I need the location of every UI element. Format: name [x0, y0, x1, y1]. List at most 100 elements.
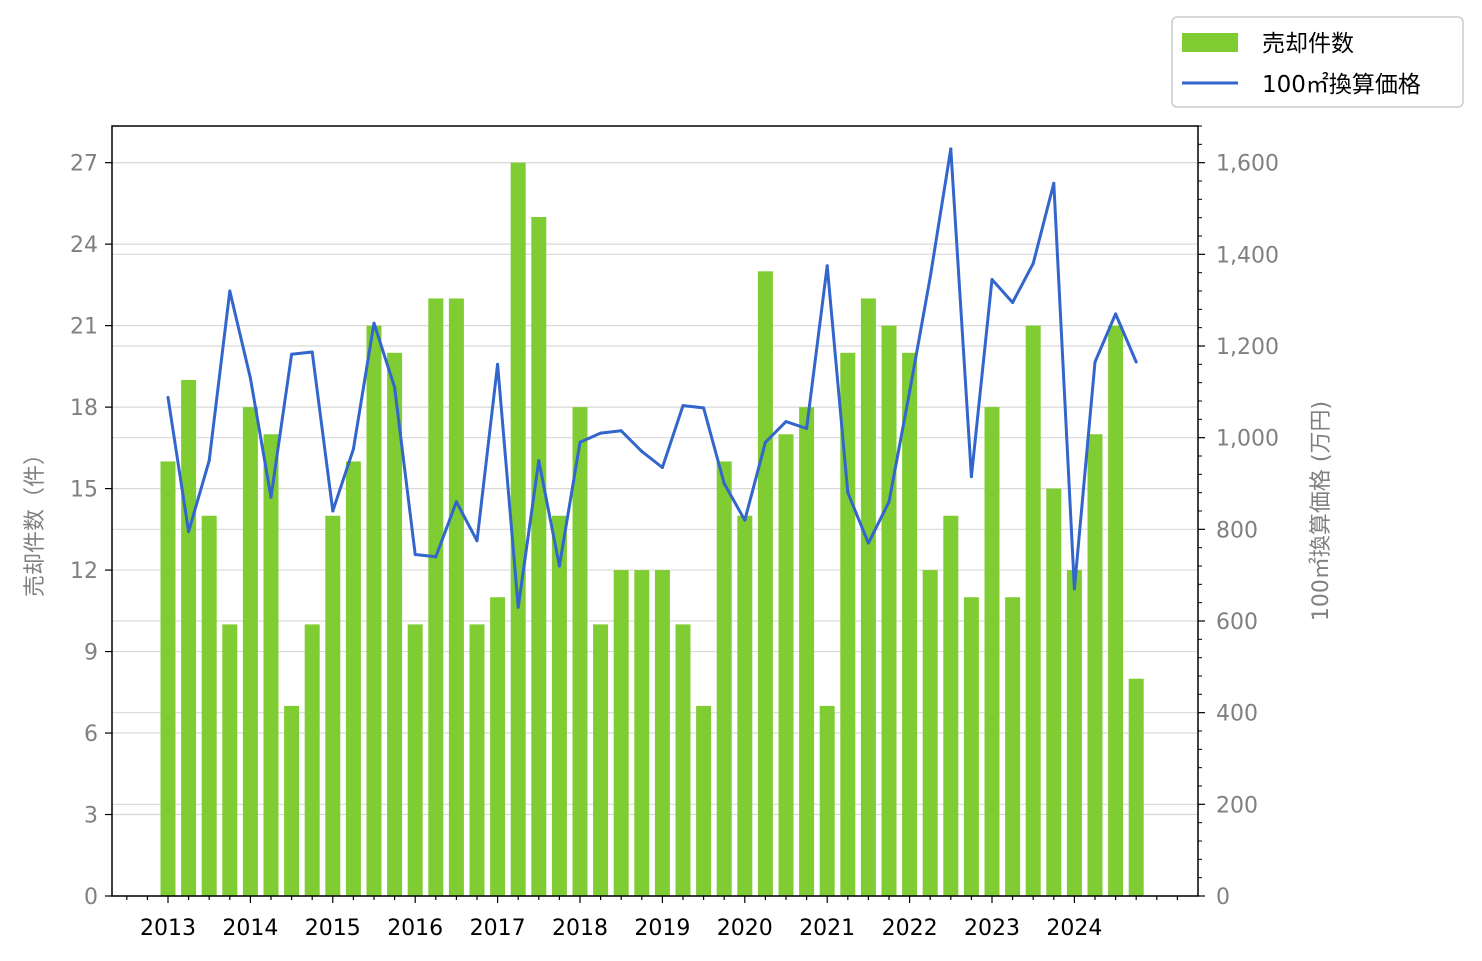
right-tick-label: 0 [1216, 885, 1230, 910]
bar-2023Q2 [1005, 597, 1021, 896]
bar-2024Q1 [1066, 570, 1082, 896]
left-tick-label: 18 [70, 396, 98, 421]
right-tick-label: 1,000 [1216, 427, 1279, 452]
price-point-2014Q3 [290, 352, 294, 356]
right-tick-label: 200 [1216, 793, 1258, 818]
left-tick-label: 12 [70, 559, 98, 584]
right-tick-label: 1,200 [1216, 335, 1279, 360]
price-point-2021Q2 [846, 491, 850, 495]
right-tick-label: 800 [1216, 518, 1258, 543]
bar-2023Q4 [1046, 488, 1062, 896]
left-tick-label: 3 [84, 804, 98, 829]
price-point-2013Q3 [207, 459, 211, 463]
bar-2018Q1 [572, 407, 588, 896]
price-point-2019Q3 [702, 406, 706, 410]
price-point-2017Q2 [516, 605, 520, 609]
x-tick-label: 2013 [140, 916, 196, 941]
bar-2017Q3 [531, 216, 547, 896]
line-series [166, 147, 1138, 609]
price-point-2020Q1 [743, 518, 747, 522]
price-point-2019Q4 [722, 482, 726, 485]
bar-2018Q4 [634, 570, 650, 896]
price-point-2017Q3 [537, 459, 541, 463]
price-point-2018Q3 [619, 429, 623, 433]
bar-2015Q4 [387, 352, 403, 896]
price-point-2022Q4 [969, 475, 973, 479]
price-point-2019Q1 [660, 465, 664, 469]
bar-2019Q4 [716, 461, 732, 896]
x-tick-label: 2019 [634, 916, 690, 941]
price-point-2020Q2 [763, 440, 767, 444]
right-y-axis: 0 200 400 600 800 1,000 1,200 1,400 1,600 [1198, 125, 1279, 910]
price-line [166, 147, 1138, 609]
price-point-2022Q2 [928, 275, 932, 279]
price-point-2022Q1 [908, 390, 912, 394]
left-tick-label: 21 [70, 315, 98, 340]
legend: 売却件数 100㎡換算価格 [1171, 16, 1464, 108]
right-axis-label: 100㎡換算価格 (万円) [1308, 401, 1334, 621]
bar-2020Q1 [737, 515, 753, 896]
price-point-2013Q2 [187, 530, 191, 534]
x-tick-label: 2017 [470, 916, 526, 941]
price-point-2023Q2 [1011, 300, 1015, 304]
bar-2019Q2 [675, 624, 691, 896]
price-point-2021Q4 [887, 500, 891, 504]
price-point-2018Q1 [578, 440, 582, 444]
right-tick-label: 1,600 [1216, 152, 1279, 177]
bar-2022Q4 [963, 597, 979, 896]
legend-swatch-bar [1182, 33, 1238, 52]
price-point-2021Q3 [866, 541, 870, 545]
price-point-2018Q2 [599, 431, 603, 435]
legend-label-bar: 売却件数 [1262, 31, 1354, 57]
bar-2020Q4 [799, 407, 815, 896]
bar-2019Q1 [654, 570, 670, 896]
bar-2024Q2 [1087, 434, 1103, 896]
x-tick-label: 2024 [1046, 916, 1102, 941]
bar-2017Q4 [551, 515, 567, 896]
x-tick-label: 2015 [305, 916, 361, 941]
price-point-2020Q3 [784, 420, 788, 424]
bar-2016Q4 [469, 624, 485, 896]
bar-2013Q2 [181, 379, 197, 896]
price-point-2020Q4 [805, 427, 809, 430]
bar-2014Q3 [284, 705, 300, 896]
bar-2018Q2 [593, 624, 609, 896]
bar-2016Q3 [448, 298, 464, 897]
x-axis: 2013 2014 2015 2016 2017 2018 2019 2020 2021 2022… [126, 896, 1179, 941]
bar-2020Q3 [778, 434, 794, 896]
x-tick-label: 2022 [882, 916, 938, 941]
bar-2023Q1 [984, 407, 1000, 896]
price-point-2014Q2 [269, 495, 273, 499]
price-point-2014Q1 [248, 376, 252, 380]
bar-series [160, 162, 1144, 897]
bar-2013Q3 [201, 515, 217, 896]
bar-2022Q2 [922, 570, 938, 896]
price-point-2016Q3 [454, 500, 458, 504]
price-point-2017Q4 [557, 564, 561, 568]
left-tick-label: 24 [70, 233, 98, 258]
bar-2013Q4 [222, 624, 238, 896]
bar-2015Q3 [366, 325, 382, 896]
bar-2013Q1 [160, 461, 176, 896]
price-point-2018Q4 [640, 449, 644, 453]
price-point-2015Q1 [331, 509, 335, 513]
x-tick-label: 2021 [799, 916, 855, 941]
price-point-2015Q4 [393, 385, 397, 389]
bar-2016Q2 [428, 298, 444, 897]
bar-2015Q2 [345, 461, 361, 896]
price-point-2024Q2 [1093, 360, 1097, 364]
bar-2022Q1 [902, 352, 918, 896]
bar-2024Q3 [1108, 325, 1124, 896]
bar-2019Q3 [696, 705, 712, 896]
left-tick-label: 0 [84, 885, 98, 910]
bar-2017Q1 [490, 597, 506, 896]
price-point-2016Q4 [475, 539, 479, 543]
right-tick-label: 1,400 [1216, 243, 1279, 268]
bar-2021Q4 [881, 325, 897, 896]
price-point-2023Q4 [1052, 181, 1056, 185]
left-y-axis: 0 3 6 9 12 15 18 21 24 27 [70, 152, 112, 910]
bar-2016Q1 [407, 624, 423, 896]
left-tick-label: 15 [70, 478, 98, 503]
right-tick-label: 400 [1216, 702, 1258, 727]
